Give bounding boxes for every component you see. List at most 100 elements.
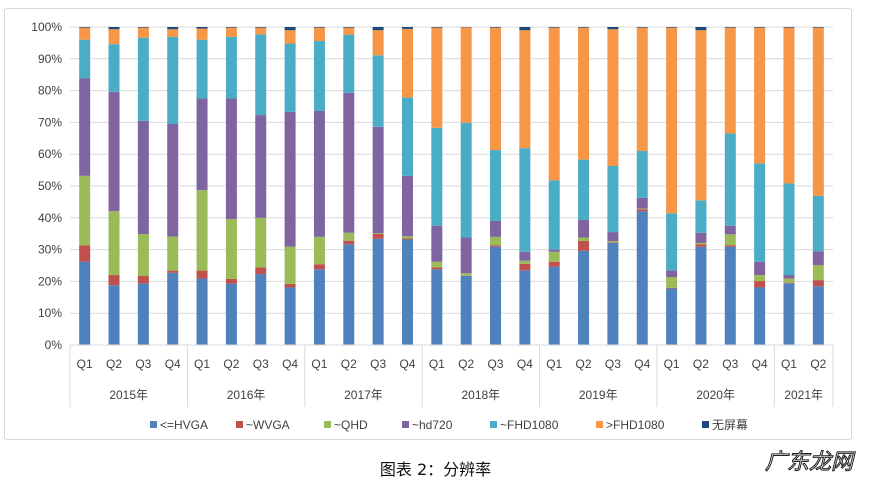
- bar-segment: [167, 123, 179, 237]
- bar-segment: [724, 234, 736, 246]
- watermark-logo: 广东龙网: [764, 450, 853, 476]
- bar-segment: [372, 233, 384, 235]
- legend-swatch: [490, 421, 497, 428]
- bar-segment: [490, 150, 502, 221]
- bar-segment: [108, 44, 120, 92]
- bar-segment: [401, 236, 413, 239]
- bar-segment: [519, 148, 531, 252]
- bar-segment: [343, 240, 355, 245]
- bar-segment: [783, 183, 795, 276]
- bar-segment: [108, 91, 120, 212]
- bar-segment: [636, 211, 648, 345]
- bar-segment: [284, 283, 296, 288]
- bar-segment: [372, 238, 384, 345]
- bar-segment: [225, 36, 237, 99]
- x-tick-label: Q4: [517, 357, 533, 371]
- bar-segment: [578, 27, 590, 28]
- bar-segment: [724, 245, 736, 247]
- bar-segment: [167, 272, 179, 345]
- bar-segment: [548, 249, 560, 252]
- bar-segment: [607, 241, 619, 243]
- bar-segment: [401, 97, 413, 176]
- bar-segment: [284, 27, 296, 31]
- bar-segment: [79, 175, 91, 246]
- x-tick-label: Q4: [752, 357, 768, 371]
- bar-segment: [372, 30, 384, 56]
- legend-swatch: [702, 421, 709, 428]
- bar-segment: [431, 269, 443, 345]
- bar-segment: [225, 219, 237, 279]
- bar-segment: [284, 30, 296, 44]
- bar-segment: [255, 217, 267, 268]
- bar-segment: [695, 27, 707, 31]
- bar-segment: [578, 237, 590, 242]
- bar-segment: [225, 283, 237, 345]
- bar-segment: [754, 27, 766, 164]
- bar-segment: [754, 287, 766, 345]
- bar-segment: [695, 200, 707, 233]
- x-tick-label: Q2: [576, 357, 592, 371]
- bar-segment: [431, 27, 443, 128]
- bar-segment: [137, 27, 149, 38]
- bar-segment: [196, 270, 208, 279]
- x-tick-label: Q1: [77, 357, 93, 371]
- bar-segment: [401, 27, 413, 29]
- bar-segment: [79, 27, 91, 28]
- legend-label: ~hd720: [412, 418, 453, 432]
- bar-segment: [313, 110, 325, 237]
- bar-segment: [108, 29, 120, 45]
- bar-segment: [490, 27, 502, 28]
- bar-segment: [783, 282, 795, 284]
- y-tick-label: 10%: [38, 306, 62, 320]
- bar-segment: [343, 232, 355, 241]
- x-tick-label: Q3: [253, 357, 269, 371]
- bar-segment: [401, 238, 413, 240]
- y-tick-label: 60%: [38, 147, 62, 161]
- bar-segment: [783, 275, 795, 279]
- legend-label: >FHD1080: [606, 418, 665, 432]
- x-tick-label: Q1: [546, 357, 562, 371]
- bar-segment: [137, 283, 149, 345]
- bar-segment: [490, 246, 502, 345]
- legend-swatch: [596, 421, 603, 428]
- bar-segment: [284, 246, 296, 284]
- x-tick-label: Q3: [135, 357, 151, 371]
- bar-segment: [519, 260, 531, 264]
- legend-label: <=HVGA: [160, 418, 208, 432]
- bar-segment: [313, 27, 325, 41]
- bar-segment: [284, 43, 296, 112]
- bar-segment: [636, 27, 648, 28]
- bar-segment: [137, 37, 149, 121]
- bar-segment: [431, 225, 443, 262]
- bar-segment: [812, 251, 824, 266]
- bar-segment: [79, 39, 91, 79]
- bar-segment: [636, 27, 648, 152]
- bar-segment: [490, 220, 502, 237]
- bar-segment: [196, 39, 208, 99]
- x-tick-label: Q1: [781, 357, 797, 371]
- y-tick-label: 50%: [38, 179, 62, 193]
- year-label: 2015年: [109, 388, 148, 402]
- y-tick-label: 0%: [45, 338, 63, 352]
- bar-segment: [695, 246, 707, 345]
- x-tick-label: Q2: [223, 357, 239, 371]
- legend-label: ~FHD1080: [500, 418, 559, 432]
- bar-segment: [196, 27, 208, 29]
- x-tick-label: Q1: [664, 357, 680, 371]
- bar-segment: [695, 232, 707, 243]
- x-tick-label: Q4: [282, 357, 298, 371]
- bar-segment: [578, 27, 590, 160]
- bar-segment: [519, 30, 531, 149]
- bar-segment: [519, 251, 531, 261]
- bar-segment: [578, 250, 590, 345]
- bar-segment: [401, 175, 413, 237]
- x-tick-label: Q2: [341, 357, 357, 371]
- bar-segment: [783, 27, 795, 28]
- x-tick-label: Q3: [605, 357, 621, 371]
- bar-segment: [372, 55, 384, 127]
- bar-segment: [636, 197, 648, 209]
- y-tick-label: 40%: [38, 211, 62, 225]
- bar-segment: [783, 27, 795, 184]
- bar-segment: [255, 115, 267, 218]
- bar-segment: [431, 127, 443, 226]
